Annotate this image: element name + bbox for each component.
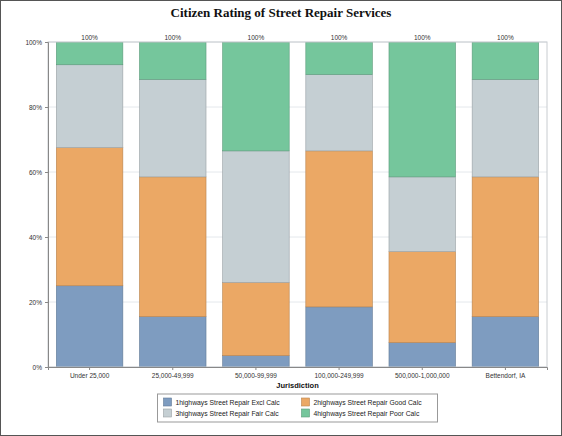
tick-mark (172, 367, 173, 370)
tick-label: 60% (29, 169, 42, 176)
bar-segment (472, 42, 539, 79)
tick: 25,000-49,999 (152, 367, 194, 379)
tick-label: 0% (33, 364, 43, 371)
total-label: 100% (81, 34, 98, 41)
legend-swatch (302, 409, 310, 417)
legend-swatch (164, 398, 172, 406)
bar-segment (56, 65, 123, 148)
tick-label: 40% (29, 234, 42, 241)
outer-frame (1, 1, 562, 436)
tick: 40% (29, 234, 48, 241)
bar-segment (139, 177, 206, 317)
bars (56, 42, 538, 367)
tick: 50,000-99,999 (235, 367, 277, 379)
tick-label: 100% (25, 39, 42, 46)
bar-segment (389, 252, 456, 343)
total-label: 100% (331, 34, 348, 41)
tick-label: Under 25,000 (70, 372, 110, 379)
bar-segment (139, 42, 206, 79)
bar-segment (306, 75, 373, 151)
bar-segment (472, 79, 539, 177)
x-axis-title: Jurisdiction (276, 381, 319, 390)
tick-mark (89, 367, 90, 370)
legend: 1highways Street Repair Excl Calc 2highwa… (158, 394, 438, 422)
bar-segment (223, 42, 290, 151)
legend-item: 1highways Street Repair Excl Calc (164, 398, 281, 407)
bar-segment (56, 42, 123, 65)
tick-label: 80% (29, 104, 42, 111)
tick-label: 500,000-1,000,000 (395, 372, 450, 379)
tick-label: 50,000-99,999 (235, 372, 277, 379)
tick: 80% (29, 104, 48, 111)
tick: 0% (33, 364, 48, 371)
tick: 100,000-249,999 (315, 367, 365, 379)
tick: 60% (29, 169, 48, 176)
axis-line (49, 368, 548, 371)
bar-segment (472, 317, 539, 367)
legend-swatch (164, 409, 172, 417)
plot-background (48, 42, 547, 367)
legend-label: 4highways Street Repair Poor Calc (314, 410, 420, 418)
tick-mark (339, 367, 340, 370)
tick: 20% (29, 299, 48, 306)
bar-segment (223, 283, 290, 356)
legend-frame (158, 394, 438, 422)
bar-segment (306, 151, 373, 307)
legend-label: 3highways Street Repair Fair Calc (176, 410, 280, 418)
tick-label: Bettendorf, IA (486, 372, 526, 379)
title: Citizen Rating of Street Repair Services (171, 5, 392, 20)
total-label: 100% (248, 34, 265, 41)
legend-item: 2highways Street Repair Good Calc (302, 398, 423, 407)
bar-segment (472, 177, 539, 317)
legend-swatch (302, 398, 310, 406)
tick-mark (45, 107, 48, 108)
bar-segment (306, 42, 373, 75)
tick-mark (45, 302, 48, 303)
tick: 500,000-1,000,000 (395, 367, 450, 379)
tick-mark (45, 172, 48, 173)
bar-segment (389, 42, 456, 177)
tick-mark (255, 367, 256, 370)
bar-segment (56, 148, 123, 286)
bar-segment (139, 79, 206, 177)
total-label: 100% (497, 34, 514, 41)
tick: 100% (25, 39, 48, 46)
tick-mark (45, 237, 48, 238)
axis-line (45, 43, 49, 368)
tick: Under 25,000 (70, 367, 110, 379)
total-label: 100% (164, 34, 181, 41)
tick-label: 100,000-249,999 (315, 372, 365, 379)
tick-mark (422, 367, 423, 370)
legend-label: 2highways Street Repair Good Calc (314, 399, 423, 407)
total-label: 100% (414, 34, 431, 41)
total-labels: 100% 100% 100% 100% 100% 100% (81, 34, 514, 41)
tick-mark (505, 367, 506, 370)
legend-item: 4highways Street Repair Poor Calc (302, 409, 420, 418)
tick-mark (45, 367, 48, 368)
tick: Bettendorf, IA (486, 367, 526, 379)
tick-mark (45, 42, 48, 43)
grid (48, 42, 547, 367)
tick-label: 25,000-49,999 (152, 372, 194, 379)
plot-frame (48, 42, 547, 367)
chart: Citizen Rating of Street Repair Services… (0, 0, 562, 436)
bar-segment (223, 151, 290, 283)
y-axis: 0% 20% 40% 60% 80% 100% (25, 39, 48, 371)
bar-segment (389, 177, 456, 252)
bar-segment (389, 343, 456, 367)
tick-label: 20% (29, 299, 42, 306)
bar-segment (139, 317, 206, 367)
bar-segment (56, 286, 123, 367)
bar-segment (306, 307, 373, 367)
legend-item: 3highways Street Repair Fair Calc (164, 409, 280, 418)
legend-label: 1highways Street Repair Excl Calc (176, 399, 281, 407)
x-axis: Under 25,000 25,000-49,999 50,000-99,999 10… (49, 367, 548, 379)
bar-segment (223, 356, 290, 367)
